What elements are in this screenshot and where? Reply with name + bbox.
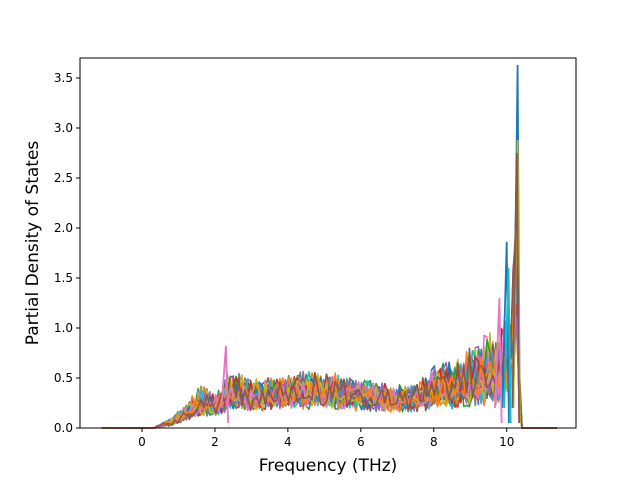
y-tick-label: 3.0 (54, 121, 73, 135)
x-tick-label: 0 (138, 435, 146, 449)
peak-line (511, 152, 520, 424)
y-tick-label: 0.0 (54, 421, 73, 435)
series-layer (101, 64, 557, 429)
peak-line (503, 267, 512, 424)
y-axis: 0.0 0.5 1.0 1.5 2.0 2.5 3.0 3.5 (54, 71, 80, 435)
y-tick-label: 0.5 (54, 371, 73, 385)
peak-line (501, 241, 510, 424)
x-tick-label: 10 (499, 435, 514, 449)
x-tick-label: 8 (430, 435, 438, 449)
y-axis-label: Partial Density of States (23, 141, 43, 346)
x-tick-label: 4 (284, 435, 292, 449)
y-tick-label: 2.0 (54, 221, 73, 235)
x-tick-label: 6 (357, 435, 365, 449)
peak-line (494, 297, 503, 424)
x-axis: 0 2 4 6 8 10 (138, 428, 514, 449)
y-tick-label: 2.5 (54, 171, 73, 185)
peak-line (220, 345, 229, 424)
series-line (101, 210, 557, 429)
series-line (101, 239, 557, 429)
plot-frame (79, 57, 577, 429)
x-axis-label: Frequency (THz) (259, 456, 398, 476)
series-line (101, 270, 557, 429)
y-tick-label: 3.5 (54, 71, 73, 85)
x-tick-label: 2 (211, 435, 219, 449)
y-tick-label: 1.0 (54, 321, 73, 335)
y-tick-label: 1.5 (54, 271, 73, 285)
